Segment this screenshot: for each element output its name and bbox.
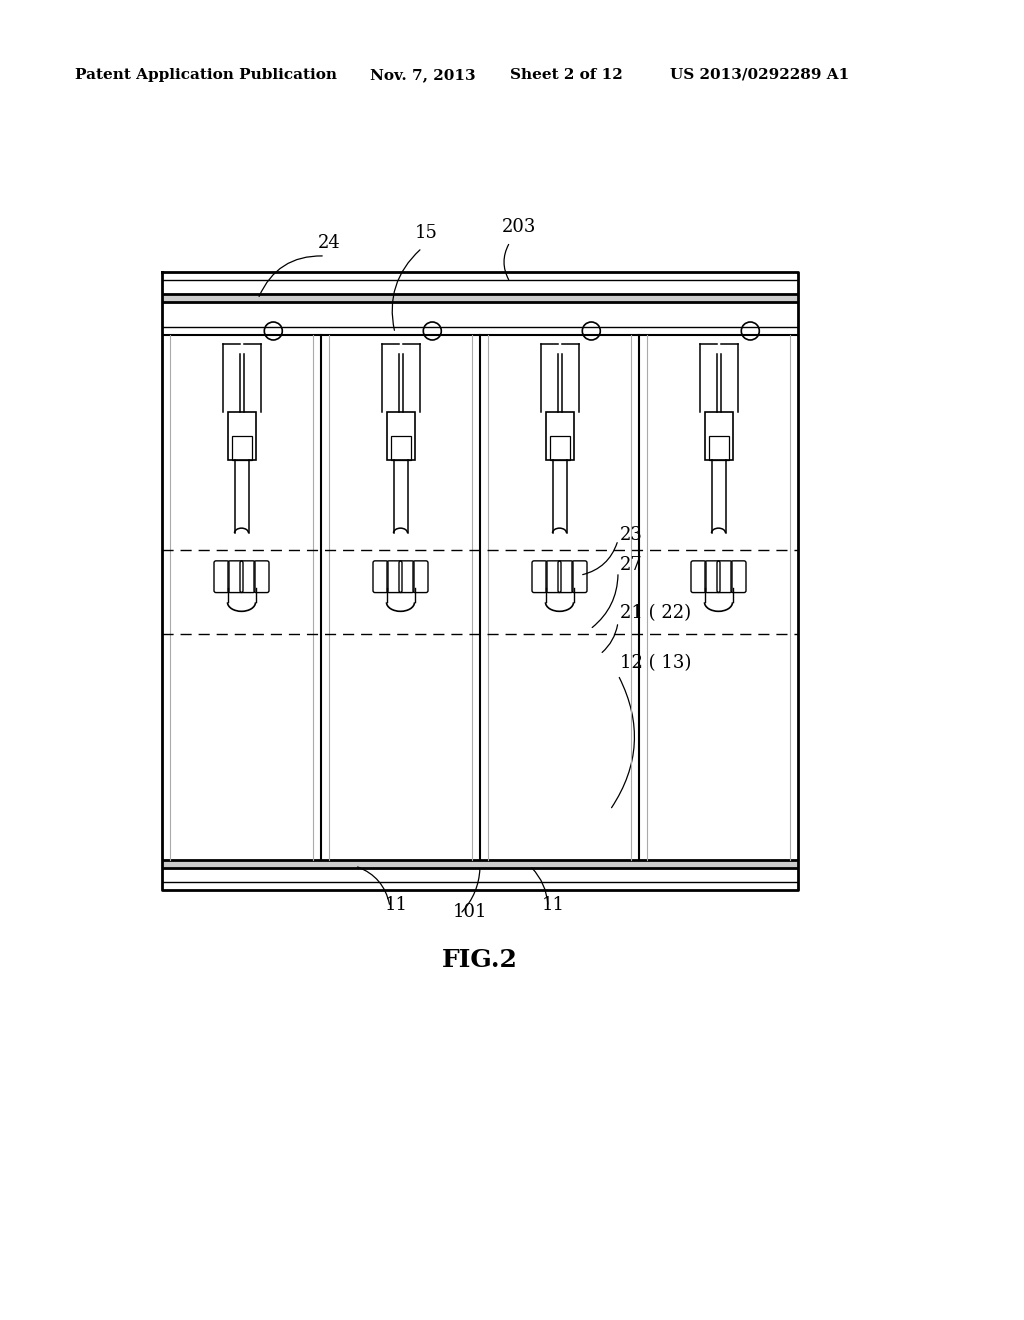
- Text: 12 ( 13): 12 ( 13): [620, 653, 691, 672]
- Bar: [386, 412, 415, 459]
- FancyArrowPatch shape: [531, 869, 548, 904]
- Text: 203: 203: [502, 218, 537, 236]
- Text: FIG.2: FIG.2: [442, 948, 518, 972]
- Bar: [231, 436, 252, 459]
- Bar: [705, 412, 732, 459]
- Text: 23: 23: [620, 525, 643, 544]
- Bar: [227, 412, 256, 459]
- Bar: [546, 412, 573, 459]
- Text: 11: 11: [385, 896, 408, 913]
- FancyArrowPatch shape: [583, 543, 617, 574]
- Text: Patent Application Publication: Patent Application Publication: [75, 69, 337, 82]
- Text: 21 ( 22): 21 ( 22): [620, 605, 691, 622]
- Text: 24: 24: [318, 234, 341, 252]
- Text: US 2013/0292289 A1: US 2013/0292289 A1: [670, 69, 849, 82]
- Text: Nov. 7, 2013: Nov. 7, 2013: [370, 69, 475, 82]
- FancyArrowPatch shape: [592, 574, 617, 627]
- Bar: [390, 436, 411, 459]
- Text: 15: 15: [415, 224, 438, 242]
- Bar: [709, 436, 728, 459]
- FancyArrowPatch shape: [259, 256, 323, 297]
- Text: 27: 27: [620, 556, 643, 574]
- Bar: [550, 436, 569, 459]
- FancyArrowPatch shape: [611, 677, 635, 808]
- FancyArrowPatch shape: [392, 249, 420, 330]
- Text: 101: 101: [453, 903, 487, 921]
- FancyArrowPatch shape: [602, 624, 617, 652]
- Text: Sheet 2 of 12: Sheet 2 of 12: [510, 69, 623, 82]
- Text: 11: 11: [542, 896, 565, 913]
- FancyArrowPatch shape: [357, 867, 389, 904]
- FancyArrowPatch shape: [504, 244, 509, 280]
- FancyArrowPatch shape: [462, 869, 480, 912]
